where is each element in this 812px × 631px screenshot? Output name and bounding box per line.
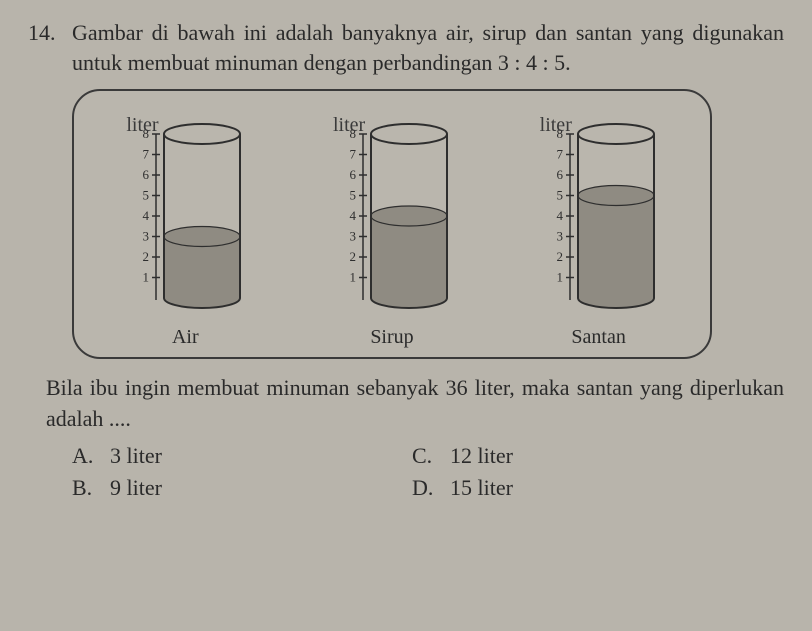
option-letter: C. xyxy=(412,443,450,469)
svg-text:2: 2 xyxy=(349,249,356,264)
cylinder-icon: 87654321 xyxy=(122,112,248,324)
cylinder-group: liter87654321Sirup xyxy=(329,112,455,349)
question-number: 14. xyxy=(28,20,72,46)
cylinder-label: Santan xyxy=(571,326,625,349)
svg-text:3: 3 xyxy=(143,229,150,244)
answer-option[interactable]: A.3 liter xyxy=(72,443,412,469)
cylinder-icon: 87654321 xyxy=(536,112,662,324)
figure-container: liter87654321Airliter87654321Sirupliter8… xyxy=(72,89,784,359)
option-letter: D. xyxy=(412,475,450,501)
svg-text:2: 2 xyxy=(143,249,150,264)
option-text: 15 liter xyxy=(450,475,513,501)
figure-box: liter87654321Airliter87654321Sirupliter8… xyxy=(72,89,712,359)
unit-label: liter xyxy=(333,114,365,137)
cylinder-label: Sirup xyxy=(370,326,413,349)
option-text: 12 liter xyxy=(450,443,513,469)
svg-text:7: 7 xyxy=(349,147,356,162)
svg-text:7: 7 xyxy=(556,147,563,162)
svg-text:4: 4 xyxy=(349,208,356,223)
answer-option[interactable]: B.9 liter xyxy=(72,475,412,501)
cylinder-icon: 87654321 xyxy=(329,112,455,324)
svg-text:5: 5 xyxy=(349,188,356,203)
question-followup: Bila ibu ingin membuat minuman sebanyak … xyxy=(46,373,784,435)
svg-text:3: 3 xyxy=(556,229,563,244)
cylinder-group: liter87654321Air xyxy=(122,112,248,349)
svg-text:1: 1 xyxy=(349,270,356,285)
option-text: 9 liter xyxy=(110,475,162,501)
svg-text:5: 5 xyxy=(556,188,563,203)
option-letter: A. xyxy=(72,443,110,469)
option-text: 3 liter xyxy=(110,443,162,469)
question-text: Gambar di bawah ini adalah banyaknya air… xyxy=(72,18,784,77)
svg-text:1: 1 xyxy=(556,270,563,285)
svg-text:3: 3 xyxy=(349,229,356,244)
unit-label: liter xyxy=(126,114,158,137)
svg-text:4: 4 xyxy=(143,208,150,223)
svg-text:2: 2 xyxy=(556,249,563,264)
answer-option[interactable]: D.15 liter xyxy=(412,475,752,501)
svg-text:6: 6 xyxy=(349,167,356,182)
svg-text:7: 7 xyxy=(143,147,150,162)
cylinder-label: Air xyxy=(172,326,199,349)
svg-text:6: 6 xyxy=(556,167,563,182)
answer-options: A.3 literC.12 literB.9 literD.15 liter xyxy=(72,443,784,501)
svg-text:4: 4 xyxy=(556,208,563,223)
svg-text:5: 5 xyxy=(143,188,150,203)
question-row: 14. Gambar di bawah ini adalah banyaknya… xyxy=(28,18,784,77)
answer-option[interactable]: C.12 liter xyxy=(412,443,752,469)
option-letter: B. xyxy=(72,475,110,501)
cylinder-group: liter87654321Santan xyxy=(536,112,662,349)
svg-text:6: 6 xyxy=(143,167,150,182)
svg-text:1: 1 xyxy=(143,270,150,285)
unit-label: liter xyxy=(540,114,572,137)
